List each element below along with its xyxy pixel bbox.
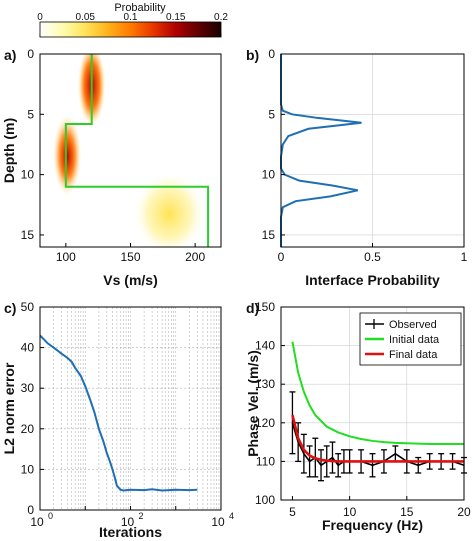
- panel-a-xtick-label: 150: [120, 250, 140, 264]
- panel-label-b: b): [246, 47, 259, 63]
- colorbar: Probability 0 0.05 0.1 0.15 0.2: [37, 2, 228, 38]
- panel-d-ytick-label: 110: [256, 454, 275, 468]
- panel-c-ytick-label: 30: [21, 381, 35, 395]
- panel-d-ytick-label: 120: [255, 416, 275, 430]
- panel-b-xlabel: Interface Probability: [305, 272, 440, 288]
- panel-a-ylabel: Depth (m): [1, 118, 17, 183]
- legend-label: Observed: [389, 319, 437, 331]
- panel-b-interface-line: [280, 54, 362, 247]
- panel-d-ylabel: Phase Vel. (m/s): [245, 350, 261, 457]
- panel-b-ytick-label: 0: [268, 47, 275, 61]
- panel-label-a: a): [4, 47, 16, 63]
- colorbar-tick-label: 0.2: [214, 12, 228, 23]
- panel-d-xtick-label: 5: [289, 505, 296, 519]
- panel-c-xtick-exponent: 0: [48, 511, 53, 521]
- panel-a-xlabel: Vs (m/s): [103, 272, 157, 288]
- panel-a-ytick-label: 10: [21, 168, 35, 182]
- panel-a-ytick-label: 0: [27, 47, 34, 61]
- colorbar-tick-label: 0.1: [124, 12, 138, 23]
- panel-d-legend: Observed Initial data Final data: [359, 312, 462, 366]
- panel-d-axes-frame: [280, 306, 465, 501]
- panel-b-xtick-label: 0: [278, 250, 285, 264]
- panel-d-dispersion: 5 10 15 20 100 110 120 130 140 150 Frequency (Hz) P…: [245, 300, 471, 533]
- panel-c-ylabel: L2 norm error: [1, 362, 17, 454]
- panel-b-ytick-label: 10: [262, 168, 276, 182]
- panel-d-xtick-label: 15: [400, 505, 414, 519]
- panel-d-ytick-label: 130: [255, 377, 275, 391]
- legend-label: Initial data: [389, 334, 440, 346]
- panel-c-xtick-label: 10: [30, 515, 44, 529]
- colorbar-title: Probability: [114, 2, 166, 14]
- density-patch: [132, 171, 206, 247]
- panel-d-xlabel: Frequency (Hz): [322, 517, 423, 533]
- panel-a-ytick-label: 15: [21, 228, 35, 242]
- panel-label-c: c): [4, 300, 16, 316]
- panel-d-xtick-label: 10: [343, 505, 357, 519]
- panel-c-xtick-exponent: 4: [229, 511, 234, 521]
- colorbar-tick-label: 0.15: [166, 12, 186, 23]
- panel-c-error-line: [39, 334, 198, 492]
- panel-label-d: d): [246, 300, 259, 316]
- initial-data-line: [291, 341, 464, 446]
- legend-label: Final data: [389, 349, 438, 361]
- panel-c-ytick-label: 40: [21, 341, 35, 355]
- panel-b-ytick-label: 5: [268, 107, 275, 121]
- panel-a-model-line: [64, 54, 210, 247]
- panel-d-ytick-label: 100: [255, 493, 275, 507]
- final-data-line: [291, 414, 464, 463]
- panel-b-xtick-label: 0.5: [364, 250, 381, 264]
- panel-a-velocity-profile: 100 150 200 0 5 10 15 Vs (m/s) Depth (m): [1, 47, 222, 288]
- density-patch: [55, 123, 79, 190]
- panel-c-xtick-label: 10: [121, 515, 135, 529]
- panel-c-xtick-exponent: 2: [139, 511, 144, 521]
- colorbar-tick-label: 0: [37, 12, 43, 23]
- panel-d-ytick-label: 150: [255, 300, 275, 314]
- panel-c-ytick-label: 20: [21, 422, 35, 436]
- colorbar-tick-label: 0.05: [76, 12, 96, 23]
- panel-b-xtick-label: 1: [461, 250, 468, 264]
- panel-c-xlabel: Iterations: [99, 524, 162, 540]
- panel-a-xtick-label: 200: [185, 250, 205, 264]
- panel-c-ytick-label: 0: [27, 503, 34, 517]
- panel-b-ytick-label: 15: [262, 228, 276, 242]
- colorbar-gradient: [39, 21, 222, 38]
- panel-d-ytick-label: 140: [255, 339, 275, 353]
- panel-c-ytick-label: 50: [21, 300, 35, 314]
- panel-a-ytick-label: 5: [27, 107, 34, 121]
- panel-c-xtick-label: 10: [211, 515, 225, 529]
- panel-a-xtick-label: 100: [56, 250, 76, 264]
- panel-c-ytick-label: 10: [21, 462, 35, 476]
- panel-d-xtick-label: 20: [457, 505, 471, 519]
